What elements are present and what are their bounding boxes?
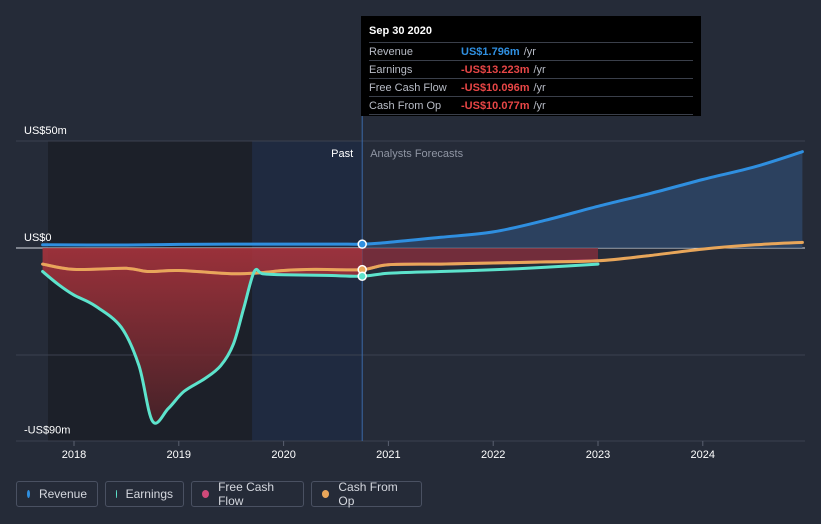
tooltip-label: Free Cash Flow [369, 81, 447, 94]
y-axis-label: US$0 [24, 232, 52, 244]
tooltip-unit: /yr [533, 99, 546, 112]
tooltip-row-revenue: Revenue US$1.796m /yr [369, 42, 693, 60]
earnings-dot-icon [116, 490, 117, 498]
past-label: Past [331, 148, 353, 160]
y-axis-label: -US$90m [24, 425, 70, 437]
x-tick-label: 2021 [376, 449, 400, 461]
tooltip-value: US$1.796m [461, 45, 520, 58]
legend-free-cash-flow-button[interactable]: Free Cash Flow [191, 480, 304, 508]
legend-label: Free Cash Flow [218, 480, 275, 508]
earnings-area [42, 248, 363, 424]
x-tick-label: 2018 [62, 449, 86, 461]
tooltip-row-cash-from-op: Cash From Op -US$10.077m /yr [369, 96, 693, 115]
tooltip-unit: /yr [523, 45, 536, 58]
tooltip-value: -US$10.096m [461, 81, 530, 94]
revenue-line [41, 150, 804, 247]
tooltip-unit: /yr [533, 81, 546, 94]
x-tick-label: 2022 [481, 449, 505, 461]
legend-cash-from-op-button[interactable]: Cash From Op [311, 480, 422, 508]
cash-from-op-dot-icon [322, 490, 330, 498]
earnings-marker [357, 271, 367, 281]
legend-label: Revenue [38, 487, 87, 501]
tooltip-unit: /yr [533, 63, 546, 76]
free-cash-flow-area [362, 248, 598, 270]
y-axis-label: US$50m [24, 125, 67, 137]
forecast-label: Analysts Forecasts [370, 148, 463, 160]
x-tick-label: 2023 [586, 449, 610, 461]
x-tick-label: 2020 [271, 449, 295, 461]
tooltip-label: Cash From Op [369, 99, 442, 112]
free-cash-flow-dot-icon [202, 490, 210, 498]
x-tick-label: 2024 [691, 449, 715, 461]
data-tooltip: Sep 30 2020 Revenue US$1.796m /yr Earnin… [361, 16, 701, 116]
revenue-forecast-area [362, 151, 803, 248]
x-tick-label: 2019 [167, 449, 191, 461]
revenue-marker [357, 239, 367, 249]
past-region-highlight [252, 141, 363, 441]
tooltip-row-free-cash-flow: Free Cash Flow -US$10.096m /yr [369, 78, 693, 96]
chart-legend: Revenue Earnings Free Cash Flow Cash Fro… [16, 480, 429, 508]
revenue-dot-icon [27, 490, 30, 498]
legend-earnings-button[interactable]: Earnings [105, 481, 184, 507]
legend-revenue-button[interactable]: Revenue [16, 481, 98, 507]
tooltip-label: Earnings [369, 63, 413, 76]
tooltip-date: Sep 30 2020 [369, 25, 432, 37]
legend-label: Cash From Op [338, 480, 398, 508]
tooltip-row-earnings: Earnings -US$13.223m /yr [369, 60, 693, 78]
tooltip-value: -US$13.223m [461, 63, 530, 76]
legend-label: Earnings [125, 487, 173, 501]
tooltip-value: -US$10.077m [461, 99, 530, 112]
tooltip-label: Revenue [369, 45, 414, 58]
earnings-line [41, 262, 600, 425]
